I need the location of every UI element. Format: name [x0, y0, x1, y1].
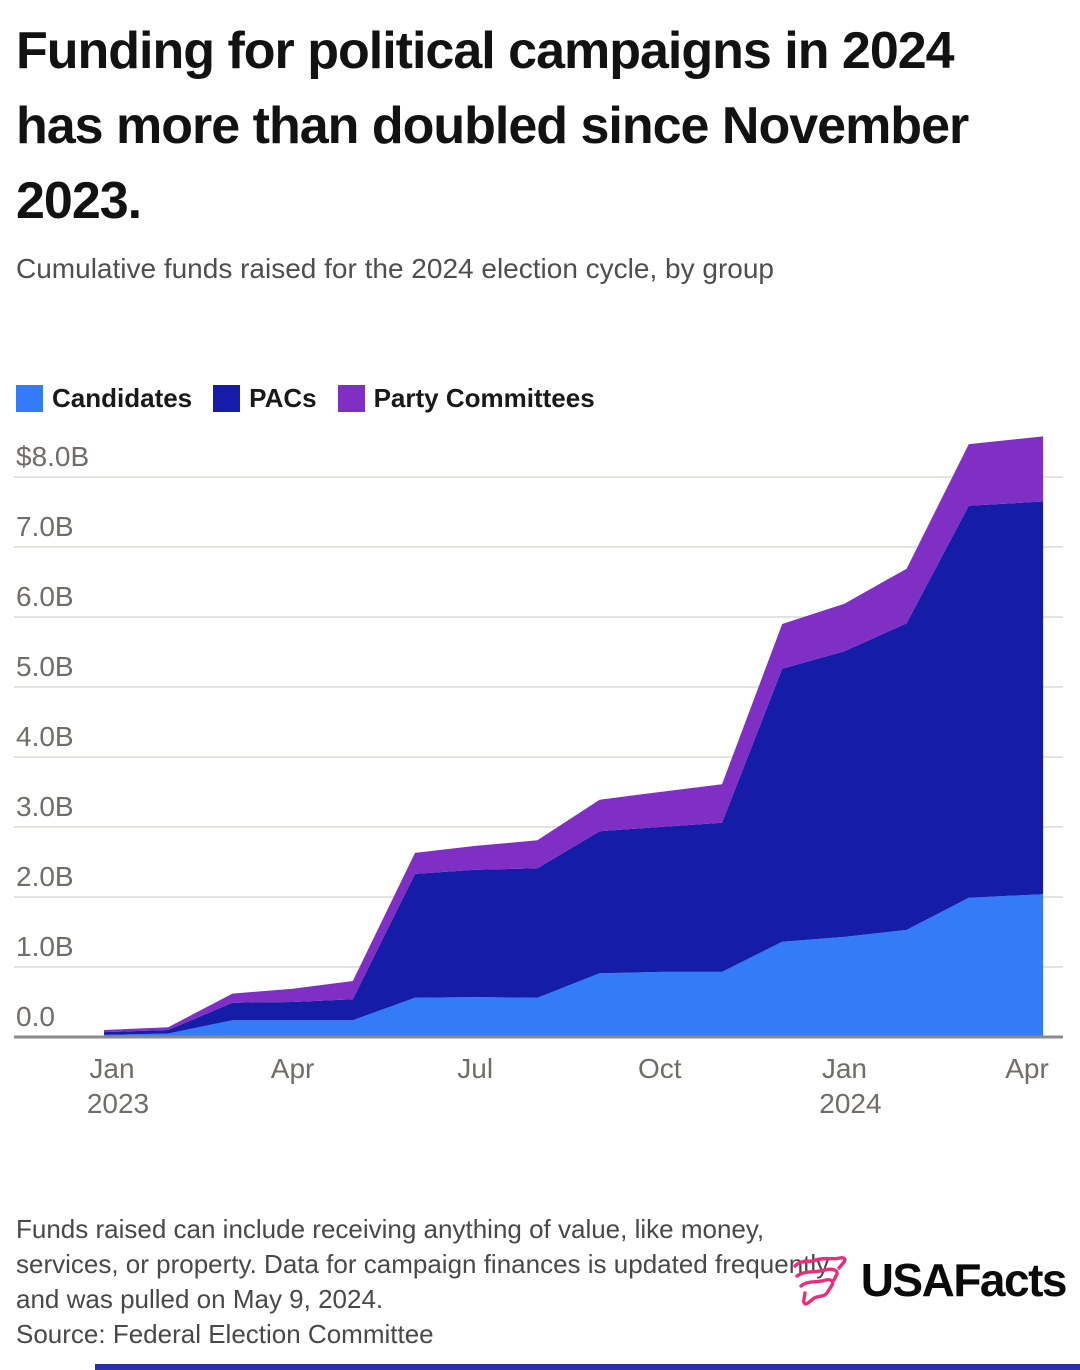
y-tick-label: 0.0	[16, 1001, 55, 1032]
legend-item-pacs: PACs	[213, 383, 317, 414]
logo-wordmark: USAFacts	[860, 1254, 1068, 1306]
x-tick-label: Apr	[271, 1053, 315, 1084]
area-candidates	[104, 894, 1044, 1037]
source-line: Source: Federal Election Committee	[16, 1319, 434, 1349]
y-tick-label: $8.0B	[16, 441, 89, 472]
usafacts-logo: USAFacts	[789, 1253, 1068, 1307]
y-tick-label: 3.0B	[16, 791, 74, 822]
party-committees-swatch-icon	[337, 385, 365, 412]
bottom-accent-bar	[95, 1364, 1080, 1370]
x-tick-year-label: 2024	[819, 1088, 881, 1119]
y-tick-label: 5.0B	[16, 651, 74, 682]
y-tick-label: 6.0B	[16, 581, 74, 612]
pacs-swatch-icon	[213, 385, 241, 412]
x-tick-label: Jul	[457, 1053, 493, 1084]
legend-label-candidates: Candidates	[52, 383, 193, 413]
area-party-committees	[104, 436, 1044, 1033]
area-pacs	[104, 501, 1044, 1035]
y-tick-label: 7.0B	[16, 511, 74, 542]
legend-item-party-committees: Party Committees	[337, 383, 595, 414]
x-tick-label: Jan	[822, 1053, 867, 1084]
x-tick-label: Jan	[89, 1053, 134, 1084]
usa-map-icon	[793, 1256, 847, 1306]
candidates-swatch-icon	[16, 385, 43, 412]
y-tick-label: 2.0B	[16, 861, 74, 892]
chart-subtitle: Cumulative funds raised for the 2024 ele…	[16, 253, 774, 284]
legend-label-party-committees: Party Committees	[373, 383, 595, 413]
legend-label-pacs: PACs	[249, 383, 317, 413]
y-tick-label: 4.0B	[16, 721, 74, 752]
legend: Candidates PACs Party Committees	[16, 383, 595, 414]
y-tick-label: 1.0B	[16, 931, 74, 962]
x-tick-label: Apr	[1005, 1053, 1049, 1084]
x-tick-year-label: 2023	[87, 1088, 149, 1119]
chart-footnote: Funds raised can include receiving anyth…	[16, 1214, 830, 1314]
page-title: Funding for political campaigns in 2024 …	[16, 22, 969, 230]
x-tick-label: Oct	[638, 1053, 682, 1084]
legend-item-candidates: Candidates	[16, 383, 192, 414]
